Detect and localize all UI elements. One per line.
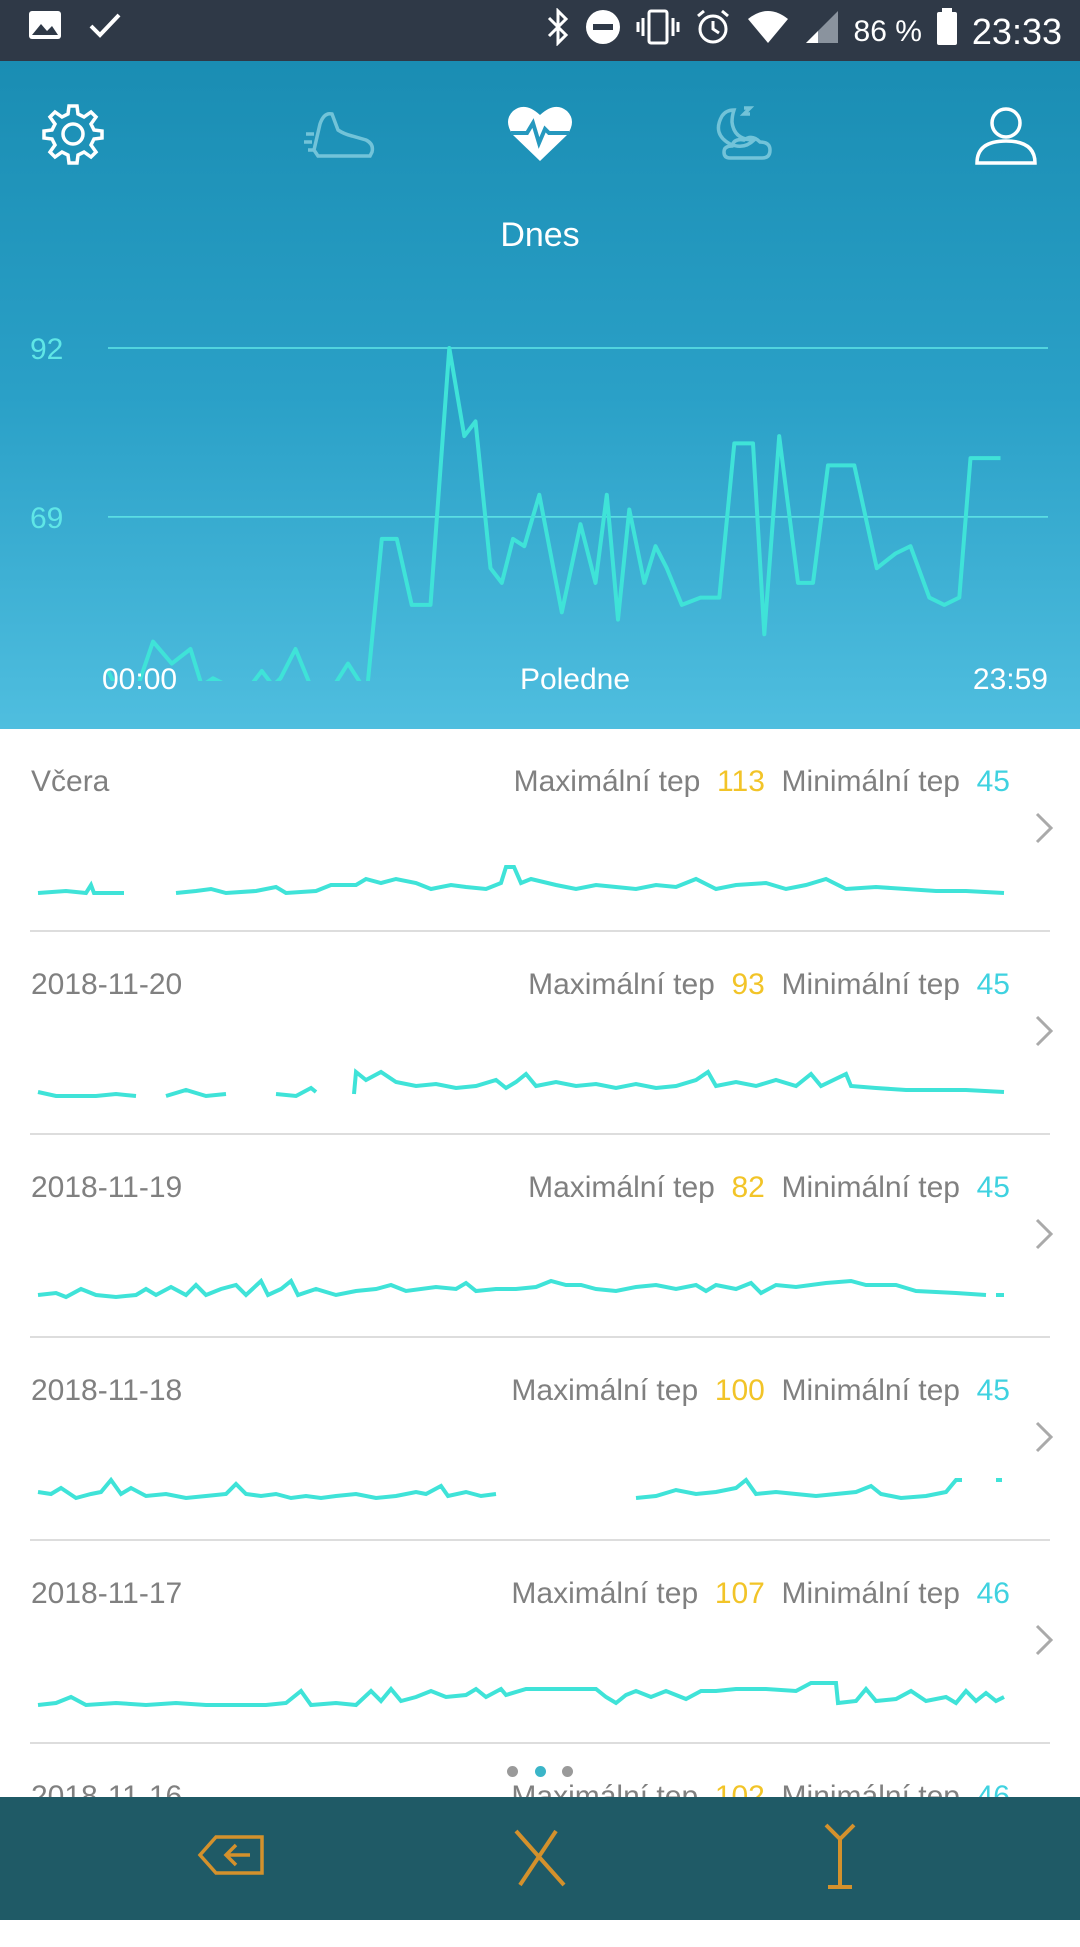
- gear-icon: [40, 101, 106, 172]
- max-value: 93: [731, 968, 765, 1001]
- list-item[interactable]: 2018-11-19 Maximální tep 82 Minimální te…: [0, 1135, 1080, 1338]
- page-dot-active[interactable]: [534, 1766, 546, 1777]
- history-list[interactable]: Včera Maximální tep 113 Minimální tep 45…: [0, 729, 1080, 1947]
- min-value: 45: [976, 1171, 1010, 1204]
- day-sparkline: [37, 865, 1005, 896]
- clock: 23:33: [971, 10, 1062, 52]
- person-icon: [973, 101, 1039, 172]
- divider: [30, 1133, 1050, 1135]
- tab-heart-rate[interactable]: [500, 96, 580, 176]
- recent-apps-icon[interactable]: [818, 1821, 862, 1898]
- day-date: 2018-11-18: [31, 1374, 183, 1407]
- heart-rate-chart: 92 69 45: [30, 333, 1048, 681]
- heart-rate-series-line: [106, 346, 1001, 681]
- max-label: Maximální tep: [528, 1171, 715, 1204]
- day-sparkline: [37, 1681, 1005, 1708]
- day-date: 2018-11-17: [31, 1577, 183, 1610]
- top-tabs: [0, 96, 1080, 176]
- day-stats: Maximální tep 93 Minimální tep 45: [528, 968, 1010, 1002]
- max-label: Maximální tep: [528, 968, 715, 1001]
- home-cross-icon[interactable]: [512, 1827, 568, 1894]
- day-stats: Maximální tep 107 Minimální tep 46: [511, 1577, 1010, 1611]
- max-label: Maximální tep: [511, 1374, 699, 1407]
- min-value: 45: [976, 765, 1010, 798]
- status-bar: 86 % 23:33: [0, 0, 1080, 61]
- day-stats: Maximální tep 100 Minimální tep 45: [511, 1374, 1010, 1408]
- min-label: Minimální tep: [781, 968, 960, 1001]
- image-icon: [28, 10, 62, 45]
- page-dot[interactable]: [507, 1766, 519, 1777]
- day-sparkline: [37, 1277, 1004, 1300]
- divider: [30, 1336, 1050, 1338]
- chevron-right-icon: [1034, 811, 1054, 850]
- min-label: Minimální tep: [781, 1171, 960, 1204]
- alarm-icon: [694, 8, 732, 55]
- tab-profile[interactable]: [966, 96, 1046, 176]
- max-value: 113: [717, 765, 765, 798]
- day-stats: Maximální tep 82 Minimální tep 45: [528, 1171, 1010, 1205]
- vibrate-icon: [636, 8, 680, 55]
- divider: [30, 1742, 1050, 1744]
- divider: [30, 1539, 1050, 1541]
- max-value: 100: [714, 1374, 765, 1407]
- min-value: 45: [976, 968, 1010, 1001]
- chevron-right-icon: [1034, 1014, 1054, 1053]
- back-arrow-icon[interactable]: [196, 1827, 266, 1888]
- max-label: Maximální tep: [513, 765, 701, 798]
- moon-cloud-icon: [704, 104, 776, 169]
- battery-icon: [936, 8, 958, 55]
- chevron-right-icon: [1034, 1420, 1054, 1459]
- divider: [30, 930, 1050, 932]
- y-tick-label: 45: [30, 678, 63, 681]
- x-axis-end: 23:59: [972, 663, 1048, 696]
- day-stats: Maximální tep 113 Minimální tep 45: [514, 765, 1010, 799]
- max-label: Maximální tep: [511, 1577, 699, 1610]
- tab-settings[interactable]: [33, 96, 113, 176]
- chevron-right-icon: [1034, 1217, 1054, 1256]
- list-item[interactable]: 2018-11-20 Maximální tep 93 Minimální te…: [0, 932, 1080, 1135]
- chart-title: Dnes: [500, 216, 580, 254]
- page-dot[interactable]: [561, 1766, 573, 1777]
- signal-icon: [804, 9, 840, 54]
- x-axis-start: 00:00: [102, 663, 178, 696]
- list-item[interactable]: 2018-11-18 Maximální tep 100 Minimální t…: [0, 1338, 1080, 1541]
- min-value: 46: [976, 1577, 1010, 1610]
- max-value: 107: [714, 1577, 765, 1610]
- list-item[interactable]: Včera Maximální tep 113 Minimální tep 45: [0, 729, 1080, 932]
- day-date: 2018-11-19: [31, 1171, 183, 1204]
- y-tick-label: 92: [30, 333, 63, 366]
- chevron-right-icon: [1034, 1623, 1054, 1662]
- x-axis-mid: Poledne: [519, 663, 631, 696]
- day-sparkline: [37, 1476, 1002, 1501]
- tab-activity[interactable]: [300, 96, 380, 176]
- heart-pulse-icon: [505, 103, 575, 170]
- min-value: 45: [976, 1374, 1010, 1407]
- day-sparkline: [37, 1068, 1005, 1099]
- min-label: Minimální tep: [781, 1374, 960, 1407]
- battery-percent: 86 %: [853, 14, 922, 48]
- shoe-icon: [304, 104, 376, 169]
- check-icon: [88, 10, 122, 45]
- y-tick-label: 69: [30, 502, 63, 535]
- min-label: Minimální tep: [781, 1577, 960, 1610]
- min-label: Minimální tep: [781, 765, 960, 798]
- max-value: 82: [731, 1171, 765, 1204]
- tab-sleep[interactable]: [700, 96, 780, 176]
- bluetooth-icon: [546, 7, 570, 55]
- day-date: Včera: [31, 765, 110, 798]
- day-date: 2018-11-20: [31, 968, 183, 1001]
- heart-rate-header: Dnes 92 69 45 00:00 Poledne 23:59: [0, 61, 1080, 729]
- system-nav-bar: [0, 1797, 1080, 1920]
- page-indicator: [0, 1764, 1080, 1782]
- wifi-icon: [746, 9, 790, 54]
- list-item[interactable]: 2018-11-17 Maximální tep 107 Minimální t…: [0, 1541, 1080, 1744]
- dnd-icon: [584, 8, 622, 55]
